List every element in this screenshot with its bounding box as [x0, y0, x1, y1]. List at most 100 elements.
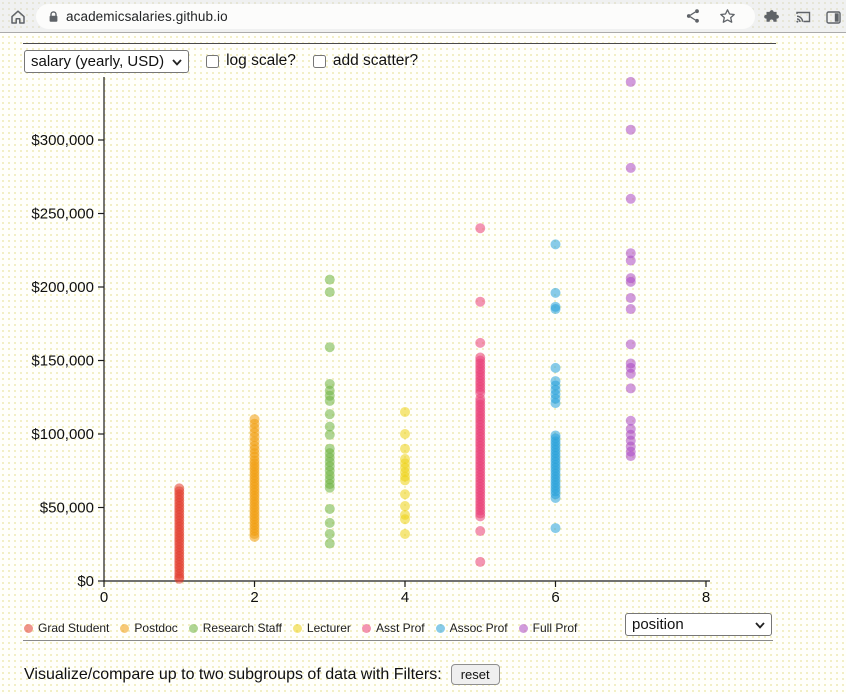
data-point-lecturer [400, 443, 410, 454]
x-tick-label: 2 [250, 589, 258, 606]
data-point-research-staff [324, 429, 335, 440]
bookmark-button[interactable] [717, 6, 737, 26]
group-select-value: position [632, 616, 684, 633]
data-point-full-prof [625, 193, 636, 204]
legend-label: Research Staff [202, 621, 282, 635]
extensions-puzzle-icon [763, 9, 779, 22]
data-point-full-prof [625, 293, 636, 304]
x-tick-label: 4 [401, 589, 409, 606]
data-point-postdoc [249, 414, 260, 425]
cast-icon [796, 11, 811, 23]
data-point-lecturer [400, 514, 410, 525]
home-button[interactable] [8, 7, 28, 27]
data-point-full-prof [625, 124, 636, 135]
extensions-button[interactable] [761, 7, 781, 27]
data-point-asst-prof [475, 296, 486, 307]
data-point-asst-prof [475, 511, 486, 522]
cast-button[interactable] [793, 7, 813, 27]
data-point-assoc-prof [550, 492, 561, 503]
page-content: salary (yearly, USD) log scale? add scat… [0, 34, 846, 694]
data-point-assoc-prof [550, 523, 561, 534]
data-point-lecturer [400, 528, 410, 539]
home-icon [11, 10, 25, 24]
share-button[interactable] [683, 6, 703, 26]
add-scatter-checkbox[interactable] [312, 54, 326, 68]
group-select-wrap: position [625, 613, 772, 636]
data-point-full-prof [625, 415, 636, 426]
log-scale-checkbox[interactable] [206, 54, 220, 68]
legend-dot-icon [292, 623, 302, 633]
data-point-full-prof [625, 451, 636, 462]
data-point-research-staff [324, 287, 335, 298]
data-point-full-prof [625, 383, 636, 394]
metric-select-value: salary (yearly, USD) [31, 52, 165, 70]
share-icon [686, 9, 699, 23]
y-tick-label: $250,000 [31, 206, 94, 223]
data-point-assoc-prof [550, 239, 561, 250]
chart-legend: Grad Student Postdoc Research Staff Lecture… [24, 618, 588, 638]
legend-item-postdoc: Postdoc [120, 621, 178, 635]
data-point-lecturer [400, 475, 410, 486]
url-text: academicsalaries.github.io [66, 9, 228, 24]
chevron-down-icon [755, 622, 765, 629]
x-tick-label: 0 [100, 589, 108, 606]
add-scatter-label: add scatter? [332, 52, 419, 69]
filters-label: Visualize/compare up to two subgroups of… [24, 665, 442, 683]
add-scatter-option: add scatter? [312, 52, 419, 70]
browser-toolbar: academicsalaries.github.io [0, 0, 846, 33]
data-point-lecturer [400, 429, 410, 439]
address-bar[interactable]: academicsalaries.github.io [36, 4, 755, 29]
legend-label: Postdoc [134, 621, 178, 635]
legend-item-assoc-prof: Assoc Prof [435, 621, 508, 635]
metric-select[interactable]: salary (yearly, USD) [24, 49, 190, 73]
chevron-down-icon [172, 58, 182, 66]
data-point-assoc-prof [550, 287, 561, 298]
bookmark-star-icon [719, 8, 735, 23]
data-point-lecturer [400, 501, 410, 512]
data-point-asst-prof [475, 556, 486, 567]
reset-button[interactable]: reset [450, 664, 500, 685]
data-point-research-staff [324, 409, 335, 420]
data-point-research-staff [324, 395, 335, 406]
y-tick-label: $200,000 [31, 279, 94, 296]
data-point-full-prof [625, 368, 636, 379]
lock-icon [47, 10, 60, 28]
bottom-divider [23, 640, 773, 641]
x-tick-label: 8 [702, 589, 710, 606]
data-point-assoc-prof [550, 362, 561, 373]
data-point-research-staff [324, 538, 335, 549]
legend-label: Assoc Prof [449, 621, 508, 635]
legend-dot-icon [518, 623, 528, 633]
data-point-full-prof [625, 304, 636, 315]
group-select[interactable]: position [625, 613, 772, 636]
y-tick-label: $50,000 [40, 500, 94, 517]
filters-row: Visualize/compare up to two subgroups of… [24, 664, 500, 685]
log-scale-option: log scale? [206, 52, 296, 70]
data-point-assoc-prof [550, 304, 561, 315]
data-point-asst-prof [475, 337, 486, 348]
y-tick-label: $300,000 [31, 132, 94, 149]
legend-item-lecturer: Lecturer [292, 621, 351, 635]
side-panel-icon [825, 10, 841, 24]
data-point-research-staff [324, 482, 335, 493]
data-point-asst-prof [475, 223, 486, 234]
top-divider [23, 43, 776, 44]
data-point-research-staff [324, 274, 335, 285]
data-point-asst-prof [475, 526, 486, 537]
y-tick-label: $0 [77, 573, 94, 590]
legend-item-research-staff: Research Staff [188, 621, 282, 635]
legend-label: Lecturer [306, 621, 351, 635]
data-point-lecturer [400, 489, 410, 500]
legend-label: Grad Student [38, 621, 110, 635]
x-tick-label: 6 [551, 589, 559, 606]
legend-dot-icon [188, 623, 198, 633]
chart-controls: salary (yearly, USD) log scale? add scat… [24, 49, 418, 73]
data-point-research-staff [324, 503, 335, 514]
y-tick-label: $150,000 [31, 353, 94, 370]
salary-scatter-chart: 0 2 4 6 8 $0 $50,000 $100,000 $150,000 $200,000 $2… [31, 76, 710, 606]
side-panel-button[interactable] [823, 7, 843, 27]
data-point-full-prof [625, 76, 636, 87]
data-point-research-staff [324, 421, 335, 432]
data-point-full-prof [625, 276, 636, 287]
